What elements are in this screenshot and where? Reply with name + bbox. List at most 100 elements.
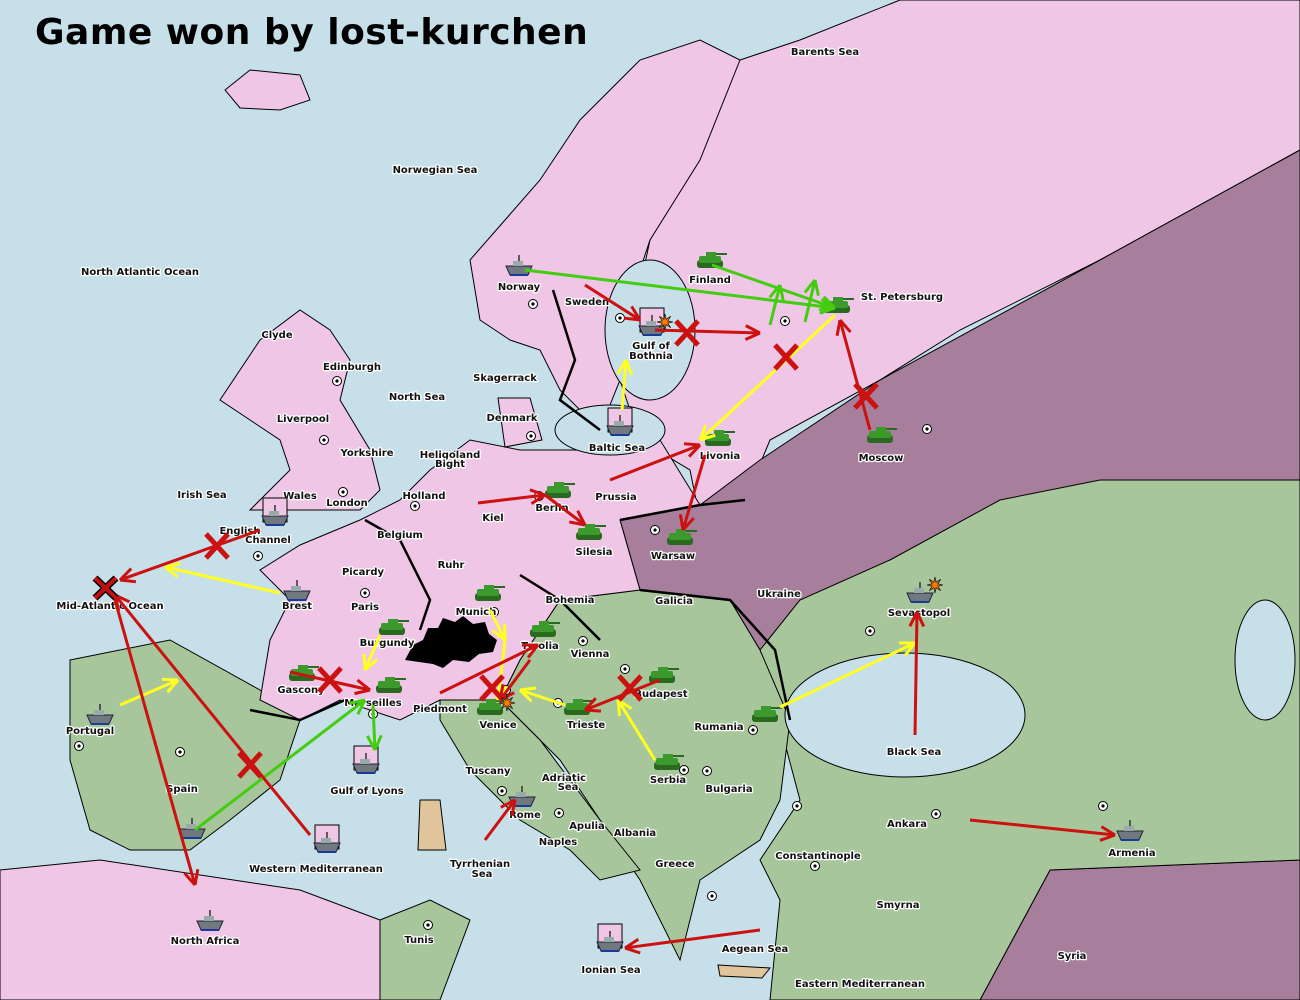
supply-center-dot (868, 629, 872, 633)
province-label: Galicia (655, 596, 693, 607)
order-line (913, 611, 919, 736)
support-order-arrow (616, 359, 634, 411)
ship-hull-icon (1116, 830, 1144, 841)
province-label: Ruhr (438, 560, 465, 571)
region-sardinia (417, 799, 447, 851)
tank-body-icon (669, 533, 691, 540)
province-label: Belgium (377, 530, 423, 541)
supply-center-dot (751, 728, 755, 732)
province-label: Kiel (482, 513, 503, 524)
support-order-arrow (711, 263, 837, 312)
province-label: Ukraine (757, 589, 801, 600)
province-label: Greece (655, 859, 695, 870)
supply-center-dot (618, 316, 622, 320)
province-label: Bight (435, 459, 465, 470)
province-labels: Barents Sea Norwegian Sea North Atlantic O… (55, 46, 1157, 992)
fleet-unit-sevastopol (906, 582, 934, 603)
power-border-3 (619, 498, 746, 522)
tank-body-icon (754, 710, 776, 717)
province-label: Gulf of Lyons (330, 786, 403, 797)
ship-deck-icon (94, 710, 104, 715)
province-label: North Atlantic Ocean (81, 267, 199, 278)
province-label: Edinburgh (323, 362, 381, 373)
tank-turret-icon (298, 665, 308, 670)
province-label: Serbia (650, 775, 686, 786)
ship-deck-icon (321, 838, 331, 843)
order-line (524, 268, 836, 310)
arrowhead (681, 517, 695, 532)
tank-body-icon (477, 589, 499, 596)
failed-order-x-icon (479, 674, 505, 702)
arrowhead (119, 578, 137, 584)
order-line (477, 493, 546, 505)
arrowhead (623, 316, 641, 322)
fleet-unit-english-channel (261, 497, 289, 526)
supply-center-dot (492, 610, 496, 614)
game-title: Game won by lost-kurchen (35, 12, 589, 53)
tank-turret-icon (484, 585, 494, 590)
tank-turret-icon (554, 482, 564, 487)
failed-order-x-icon (773, 343, 799, 371)
fleet-unit-gulf-of-lyons (352, 745, 380, 774)
move-order-arrow (483, 798, 517, 841)
ship-deck-icon (269, 511, 279, 516)
province-label: Ankara (887, 819, 927, 830)
province-label: Livonia (700, 451, 740, 462)
province-label: Liverpool (277, 414, 329, 425)
support-order-arrow (518, 686, 566, 707)
ship-deck-icon (204, 916, 214, 921)
power-border-1 (364, 518, 432, 631)
fleet-unit-north-africa (196, 910, 224, 931)
tank-turret-icon (486, 699, 496, 704)
support-order-arrow (164, 561, 281, 595)
move-order-arrow (477, 488, 546, 505)
move-order-arrow (654, 324, 761, 341)
failed-order-x-icon (317, 666, 343, 694)
arrowhead (583, 697, 597, 712)
province-label: Baltic Sea (589, 443, 645, 454)
province-label: Holland (402, 491, 445, 502)
order-line (609, 443, 701, 482)
arrowhead (768, 284, 782, 299)
move-order-arrow (835, 319, 872, 431)
order-line (544, 493, 586, 527)
supply-center-dot (256, 554, 260, 558)
province-label: Portugal (66, 726, 114, 737)
fleet-unit-ionian-sea (596, 923, 624, 952)
ship-deck-icon (1124, 826, 1134, 831)
arrowhead (364, 658, 379, 672)
black-sea-water (784, 652, 1026, 778)
tank-body-icon (381, 623, 403, 630)
army-unit-tyrolia (530, 621, 560, 637)
province-label: Denmark (487, 413, 538, 424)
province-label: North Sea (389, 392, 445, 403)
supply-center-dot (178, 750, 182, 754)
army-unit-warsaw (667, 529, 697, 545)
arrowhead (584, 708, 602, 713)
tank-turret-icon (663, 754, 673, 759)
tank-turret-icon (761, 706, 771, 711)
move-order-arrow (609, 442, 702, 482)
ship-hull-icon (283, 590, 311, 601)
move-order-arrow (439, 643, 540, 695)
arrowhead (519, 686, 537, 692)
ship-hull-icon (906, 592, 934, 603)
support-order-arrow (362, 634, 382, 672)
tank-turret-icon (585, 524, 595, 529)
tank-body-icon (479, 703, 501, 710)
ship-deck-icon (614, 421, 624, 426)
army-unit-silesia (576, 524, 606, 540)
order-line (519, 688, 566, 707)
province-label: Moscow (859, 453, 904, 464)
power-border-4 (639, 588, 792, 721)
arrowhead (744, 331, 761, 341)
province-label: Albania (614, 828, 656, 839)
province-label: Ionian Sea (581, 965, 640, 976)
province-label: Smyrna (877, 900, 920, 911)
ship-deck-icon (360, 759, 370, 764)
switzerland-impassable (405, 616, 497, 668)
ship-hull-icon (606, 425, 634, 436)
tank-turret-icon (714, 430, 724, 435)
supply-center-dot (934, 812, 938, 816)
tank-turret-icon (539, 621, 549, 626)
